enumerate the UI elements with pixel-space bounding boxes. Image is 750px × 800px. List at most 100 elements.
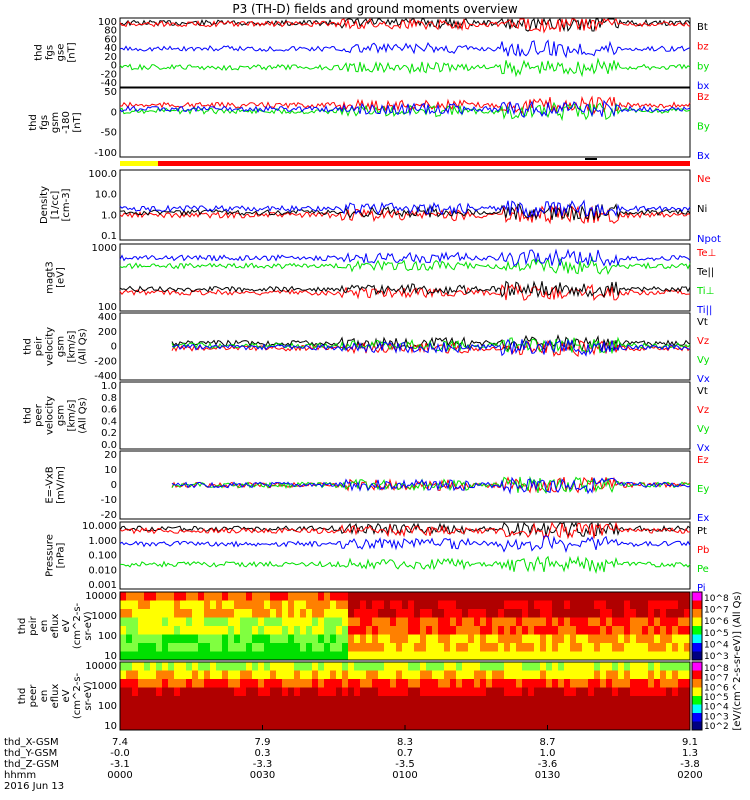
spec-cell xyxy=(504,679,510,688)
spec-cell xyxy=(342,609,348,618)
spec-cell xyxy=(648,687,654,697)
ytick-label: 20 xyxy=(104,450,117,461)
spec-cell xyxy=(342,662,348,671)
spec-cell xyxy=(576,713,582,722)
colorbar-segment xyxy=(692,687,702,697)
spec-cell xyxy=(186,662,192,671)
spec-cell xyxy=(204,687,210,697)
spec-cell xyxy=(222,670,228,680)
spec-cell xyxy=(204,721,210,731)
spec-cell xyxy=(438,721,444,731)
spec-cell xyxy=(660,721,666,731)
spec-cell xyxy=(558,600,564,610)
spec-cell xyxy=(180,626,186,635)
mode-bar-slow xyxy=(120,161,158,166)
colorbar-segment xyxy=(692,617,702,627)
spec-cell xyxy=(174,679,180,688)
spec-cell xyxy=(438,687,444,697)
series-fgs_gse-by xyxy=(119,57,691,78)
spec-cell xyxy=(174,592,180,601)
spec-cell xyxy=(156,651,162,661)
spec-cell xyxy=(498,696,504,705)
spec-cell xyxy=(672,600,678,610)
series-density-Npot xyxy=(119,199,691,218)
spec-cell xyxy=(540,687,546,697)
colorbar-segment xyxy=(692,626,702,635)
spec-cell xyxy=(240,662,246,671)
spec-cell xyxy=(312,651,318,661)
spec-cell xyxy=(654,713,660,722)
spec-cell xyxy=(210,592,216,601)
spec-cell xyxy=(594,721,600,731)
spec-cell xyxy=(492,626,498,635)
xtick-label: 0030 xyxy=(250,770,275,781)
colorbar-tick: 10^7 xyxy=(704,606,729,616)
spec-cell xyxy=(522,643,528,652)
spec-cell xyxy=(438,651,444,661)
spec-cell xyxy=(216,617,222,627)
spec-cell xyxy=(642,704,648,714)
spec-cell xyxy=(150,626,156,635)
colorbar-tick: 10^7 xyxy=(704,674,729,684)
ytick-label: 10 xyxy=(104,721,117,732)
spec-cell xyxy=(666,643,672,652)
spec-cell xyxy=(294,643,300,652)
spec-cell xyxy=(672,696,678,705)
ylabel-fgs_gse: thdfgsgse[nT] xyxy=(34,42,78,62)
spec-cell xyxy=(378,600,384,610)
spec-cell xyxy=(678,696,684,705)
spec-cell xyxy=(642,713,648,722)
spec-cell xyxy=(336,600,342,610)
spec-cell xyxy=(384,670,390,680)
spec-cell xyxy=(438,609,444,618)
spec-cell xyxy=(558,651,564,661)
spec-cell xyxy=(240,600,246,610)
spec-cell xyxy=(684,600,690,610)
spec-cell xyxy=(648,609,654,618)
spec-cell xyxy=(324,651,330,661)
spec-cell xyxy=(666,704,672,714)
spec-cell xyxy=(546,609,552,618)
spec-cell xyxy=(240,670,246,680)
spec-cell xyxy=(498,721,504,731)
spec-cell xyxy=(504,670,510,680)
series-temperature-Te|| xyxy=(119,280,691,299)
spec-cell xyxy=(234,687,240,697)
spec-cell xyxy=(654,662,660,671)
spec-cell xyxy=(234,662,240,671)
spec-cell xyxy=(600,670,606,680)
spec-cell xyxy=(378,643,384,652)
spec-cell xyxy=(330,696,336,705)
spec-cell xyxy=(168,704,174,714)
spec-cell xyxy=(258,670,264,680)
spec-cell xyxy=(366,662,372,671)
spec-cell xyxy=(336,713,342,722)
spec-cell xyxy=(192,713,198,722)
spec-cell xyxy=(450,651,456,661)
spec-cell xyxy=(174,687,180,697)
colorbar-tick: 10^3 xyxy=(704,712,729,722)
spec-cell xyxy=(432,651,438,661)
spec-cell xyxy=(300,643,306,652)
spec-cell xyxy=(612,609,618,618)
spec-cell xyxy=(318,609,324,618)
spec-cell xyxy=(510,696,516,705)
spec-cell xyxy=(348,721,354,731)
spec-cell xyxy=(162,662,168,671)
ytick-label: 60 xyxy=(104,34,117,45)
spec-cell xyxy=(174,617,180,627)
spec-cell xyxy=(414,679,420,688)
spec-cell xyxy=(678,592,684,601)
spec-cell xyxy=(654,704,660,714)
panel-temperature-frame xyxy=(119,243,691,312)
spec-cell xyxy=(408,696,414,705)
legend-Ni: Ni xyxy=(697,204,707,215)
spec-cell xyxy=(222,696,228,705)
spec-cell xyxy=(546,670,552,680)
spec-cell xyxy=(384,617,390,627)
spec-cell xyxy=(444,592,450,601)
spec-cell xyxy=(426,600,432,610)
legend-Ti⊥: Ti⊥ xyxy=(696,286,714,297)
spec-cell xyxy=(120,679,126,688)
spec-cell xyxy=(618,617,624,627)
